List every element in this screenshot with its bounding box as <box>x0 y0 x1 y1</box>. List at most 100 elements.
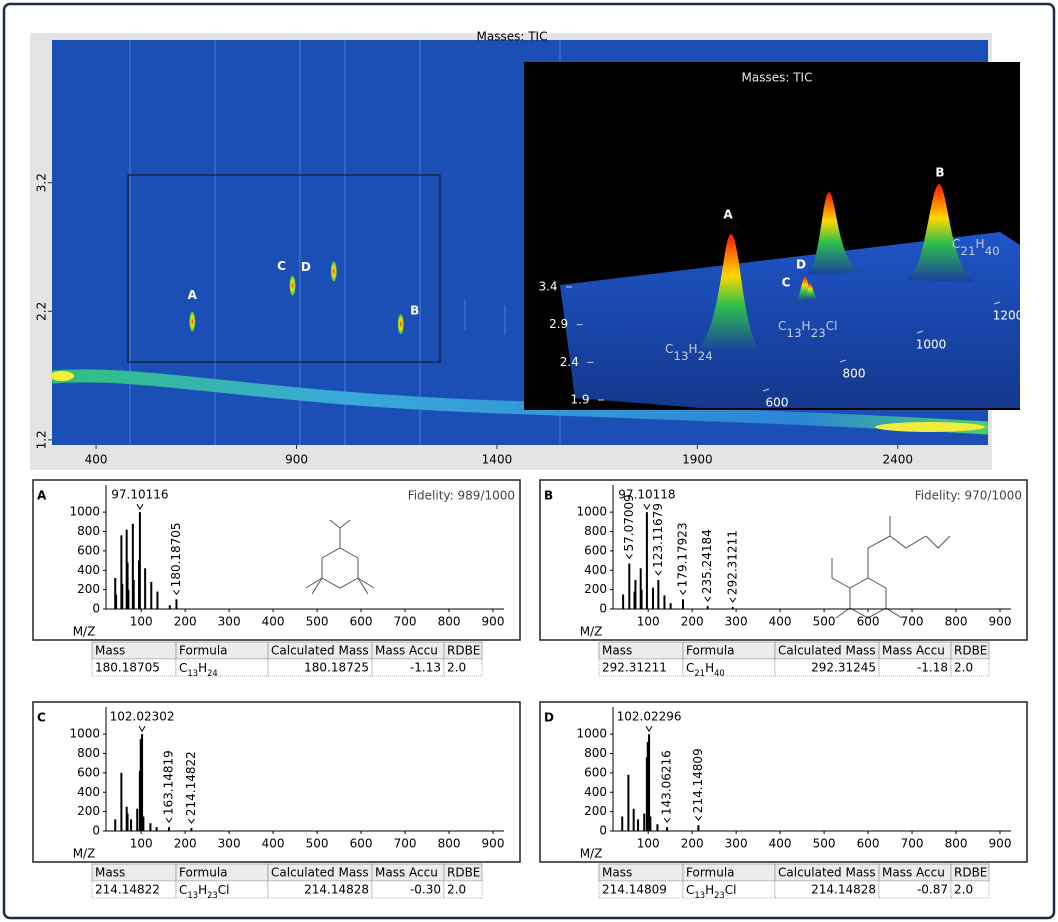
x-tick-label: 700 <box>901 615 924 629</box>
x-tick-label: 400 <box>85 453 108 467</box>
x-tick-label: 500 <box>306 615 329 629</box>
y-tick-label: 1.9 <box>570 393 589 407</box>
peak-label: C <box>277 259 286 273</box>
table-header: Mass Accu <box>375 866 438 880</box>
x-tick-label: 600 <box>857 837 880 851</box>
table-header: RDBE <box>447 866 480 880</box>
table-value: -0.87 <box>917 883 948 897</box>
peak <box>331 261 337 281</box>
table-value: 2.0 <box>954 661 973 675</box>
x-tick-label: 200 <box>174 615 197 629</box>
y-tick-label: 200 <box>77 582 100 596</box>
table-value: 2.0 <box>954 883 973 897</box>
x-tick-label: 800 <box>438 837 461 851</box>
x-tick-label: 400 <box>769 837 792 851</box>
table-header: RDBE <box>447 644 480 658</box>
table-value: 214.14828 <box>811 883 876 897</box>
x-tick-label: 100 <box>637 837 660 851</box>
x-tick-label: 600 <box>766 396 789 410</box>
peak-label: D <box>796 258 806 272</box>
y-tick-label: 0 <box>599 824 607 838</box>
x-tick-label: 500 <box>813 837 836 851</box>
peak-annotation: 102.02302 <box>110 710 175 724</box>
table-header: Calculated Mass <box>778 644 876 658</box>
y-tick-label: 3.2 <box>35 173 49 192</box>
x-tick-label: 1200 <box>993 309 1024 323</box>
table-value: 2.0 <box>447 661 466 675</box>
x-tick-label: 300 <box>218 837 241 851</box>
y-tick-label: 200 <box>584 804 607 818</box>
y-tick-label: 400 <box>584 785 607 799</box>
table-value: 180.18705 <box>95 661 160 675</box>
y-tick-label: 800 <box>584 524 607 538</box>
x-tick-label: 700 <box>901 837 924 851</box>
y-tick-label: 400 <box>584 563 607 577</box>
y-tick-label: 600 <box>77 765 100 779</box>
x-tick-label: 100 <box>637 615 660 629</box>
table-value: -1.13 <box>410 661 441 675</box>
table-value: 214.14822 <box>95 883 160 897</box>
x-tick-label: 900 <box>989 837 1012 851</box>
y-tick-label: 2.2 <box>35 302 49 321</box>
table-value: 214.14809 <box>602 883 667 897</box>
peak <box>290 276 296 296</box>
x-tick-label: 700 <box>394 837 417 851</box>
x-tick-label: 900 <box>285 453 308 467</box>
peak-annotation: 180.18705 <box>169 522 183 587</box>
y-tick-label: 400 <box>77 785 100 799</box>
y-tick-label: 0 <box>599 602 607 616</box>
peak-annotation: 97.10116 <box>111 488 168 502</box>
y-tick-label: 1.2 <box>35 430 49 449</box>
peak-label: B <box>410 304 419 318</box>
table-value: 292.31245 <box>811 661 876 675</box>
x-tick-label: 700 <box>394 615 417 629</box>
x-tick-label: 2400 <box>883 453 914 467</box>
table-header: Mass <box>602 644 632 658</box>
x-axis-label: M/Z <box>580 847 603 861</box>
panel-label: D <box>544 711 554 725</box>
fidelity: Fidelity: 989/1000 <box>408 489 515 503</box>
y-tick-label: 0 <box>92 602 100 616</box>
peak-label: C <box>782 276 791 290</box>
x-tick-label: 600 <box>350 615 373 629</box>
y-tick-label: 0 <box>92 824 100 838</box>
y-tick-label: 1000 <box>576 505 607 519</box>
peak-annotation: 179.17923 <box>676 522 690 587</box>
peak-annotation: 143.06216 <box>660 750 674 815</box>
table-header: Formula <box>179 644 228 658</box>
peak-label: A <box>723 208 733 222</box>
table-header: RDBE <box>954 644 987 658</box>
x-tick-label: 1000 <box>916 338 947 352</box>
x-tick-label: 200 <box>681 615 704 629</box>
x-tick-label: 500 <box>306 837 329 851</box>
table-header: Formula <box>179 866 228 880</box>
bleed-hotspot <box>875 422 985 432</box>
x-tick-label: 1900 <box>682 453 713 467</box>
y-tick-label: 800 <box>77 524 100 538</box>
table-header: Mass Accu <box>882 866 945 880</box>
table-header: RDBE <box>954 866 987 880</box>
x-tick-label: 400 <box>262 615 285 629</box>
peak-annotation: 214.14822 <box>184 751 198 816</box>
x-tick-label: 300 <box>218 615 241 629</box>
peak-annotation: 235.24184 <box>700 529 714 594</box>
y-tick-label: 400 <box>77 563 100 577</box>
table-header: Calculated Mass <box>778 866 876 880</box>
x-axis-label: M/Z <box>73 625 96 639</box>
fidelity: Fidelity: 970/1000 <box>915 489 1022 503</box>
y-tick-label: 200 <box>584 582 607 596</box>
table-header: Mass Accu <box>882 644 945 658</box>
x-tick-label: 800 <box>843 367 866 381</box>
y-tick-label: 2.9 <box>549 317 568 331</box>
peak-annotation: 292.31211 <box>725 530 739 595</box>
y-tick-label: 600 <box>77 543 100 557</box>
x-tick-label: 600 <box>857 615 880 629</box>
x-tick-label: 400 <box>769 615 792 629</box>
x-tick-label: 100 <box>130 615 153 629</box>
y-tick-label: 200 <box>77 804 100 818</box>
peak <box>398 314 404 334</box>
table-header: Formula <box>686 644 735 658</box>
table-header: Mass <box>602 866 632 880</box>
peak-label: A <box>188 288 198 302</box>
figure: Masses: TIC4009001400190024001.22.23.2AB… <box>0 0 1058 922</box>
